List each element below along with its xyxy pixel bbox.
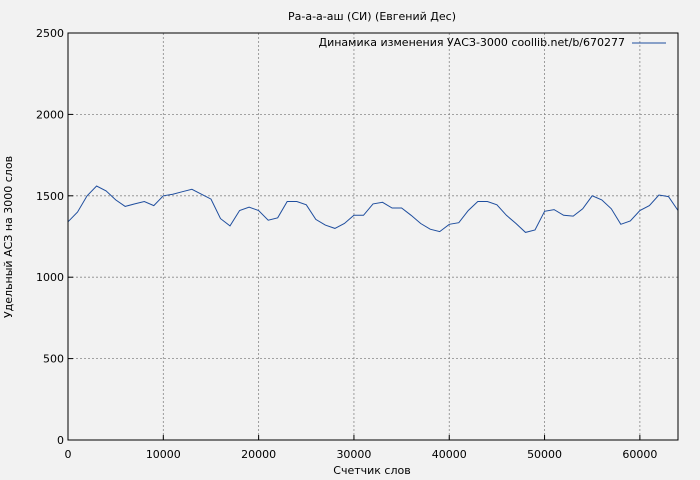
- x-tick-label: 60000: [622, 448, 657, 461]
- y-tick-label: 1500: [36, 190, 64, 203]
- y-tick-label: 2000: [36, 108, 64, 121]
- chart-title: Ра-а-а-аш (СИ) (Евгений Дес): [288, 10, 456, 23]
- y-axis-label: Удельный АСЗ на 3000 слов: [2, 156, 15, 318]
- x-tick-label: 20000: [241, 448, 276, 461]
- x-tick-label: 0: [65, 448, 72, 461]
- axis-ticks: 0 10000 20000 30000 40000 50000 60000 0 500 1000 1…: [36, 27, 657, 461]
- x-tick-label: 10000: [146, 448, 181, 461]
- legend: Динамика изменения УАСЗ-3000 coollib.net…: [319, 36, 666, 49]
- x-tick-label: 50000: [527, 448, 562, 461]
- y-tick-label: 500: [43, 353, 64, 366]
- y-tick-label: 2500: [36, 27, 64, 40]
- grid: [68, 33, 678, 440]
- legend-label: Динамика изменения УАСЗ-3000 coollib.net…: [319, 36, 626, 49]
- series-line: [67, 185, 679, 233]
- x-tick-label: 40000: [432, 448, 467, 461]
- plot-frame: [67, 32, 679, 441]
- x-axis-label: Счетчик слов: [333, 464, 410, 477]
- y-tick-label: 1000: [36, 271, 64, 284]
- series-group: [67, 185, 679, 233]
- x-tick-label: 30000: [336, 448, 371, 461]
- y-tick-label: 0: [57, 434, 64, 447]
